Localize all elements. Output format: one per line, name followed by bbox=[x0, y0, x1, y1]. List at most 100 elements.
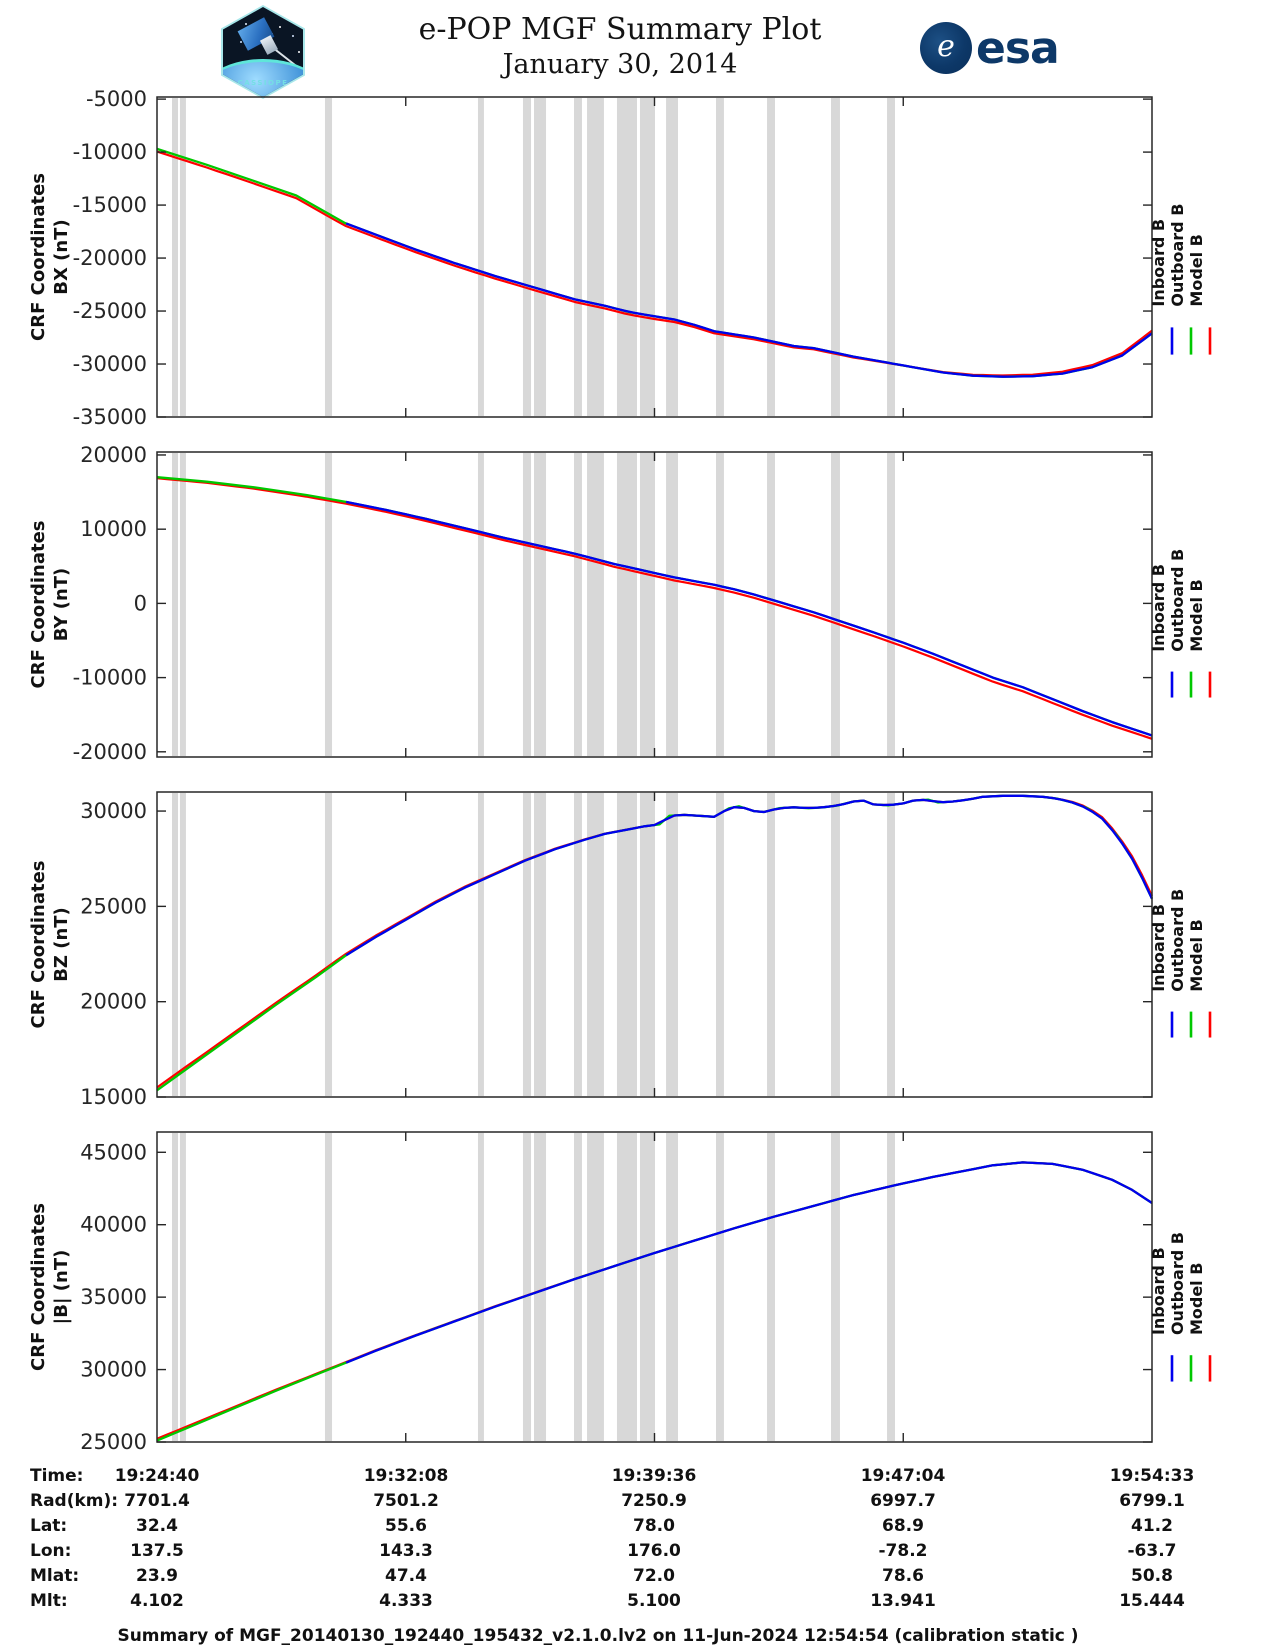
table-cell: 15.444 bbox=[1119, 1591, 1185, 1611]
data-gap-band bbox=[831, 1133, 840, 1441]
data-gap-band bbox=[616, 453, 637, 756]
y-tick-label: 20000 bbox=[80, 443, 147, 467]
data-gap-band bbox=[767, 453, 775, 756]
table-row-label: Mlt: bbox=[30, 1591, 68, 1611]
data-gap-band bbox=[715, 793, 724, 1096]
data-gap-band bbox=[639, 793, 655, 1096]
data-gap-band bbox=[587, 1133, 604, 1441]
table-row: Lat: 32.4 55.6 78.0 68.9 41.2 bbox=[0, 1516, 1275, 1538]
y-tick-label: 30000 bbox=[80, 1358, 147, 1382]
table-row: Mlt: 4.102 4.333 5.100 13.941 15.444 bbox=[0, 1591, 1275, 1613]
table-cell: 4.333 bbox=[379, 1591, 433, 1611]
data-gap-band bbox=[831, 793, 840, 1096]
table-cell: 19:32:08 bbox=[363, 1466, 449, 1486]
summary-plot-figure: -5000 -10000 -15000 -20000 -25000 -30000 -3500… bbox=[28, 87, 1212, 1454]
table-cell: 5.100 bbox=[627, 1591, 681, 1611]
panel-bx: -5000 -10000 -15000 -20000 -25000 -30000 -3500… bbox=[28, 87, 1212, 429]
legend-label-outboard: Outboard B bbox=[1168, 204, 1187, 307]
legend-label-inboard: Inboard B bbox=[1149, 564, 1168, 652]
y-tick-label: -30000 bbox=[73, 352, 147, 376]
table-cell: 6997.7 bbox=[870, 1491, 936, 1511]
y-tick-label: -35000 bbox=[73, 405, 147, 429]
y-tick-label: -10000 bbox=[73, 140, 147, 164]
data-gap-band bbox=[324, 1133, 333, 1441]
y-axis-title: CRF Coordinates bbox=[28, 861, 49, 1029]
data-gap-band bbox=[616, 793, 637, 1096]
y-tick-label: -15000 bbox=[73, 193, 147, 217]
data-gap-band bbox=[522, 98, 532, 416]
table-cell: 23.9 bbox=[136, 1566, 178, 1586]
legend-label-inboard: Inboard B bbox=[1149, 904, 1168, 992]
data-gap-band bbox=[715, 453, 724, 756]
data-gap-band bbox=[574, 98, 582, 416]
table-cell: -63.7 bbox=[1127, 1541, 1177, 1561]
y-tick-label: 25000 bbox=[80, 894, 147, 918]
summary-footer: Summary of MGF_20140130_192440_195432_v2… bbox=[117, 1626, 1079, 1646]
data-gap-band bbox=[534, 453, 547, 756]
data-gap-band bbox=[179, 453, 186, 756]
table-cell: 7701.4 bbox=[124, 1491, 190, 1511]
data-gap-band bbox=[179, 98, 186, 416]
table-cell: 6799.1 bbox=[1119, 1491, 1185, 1511]
data-gap-band bbox=[172, 453, 178, 756]
table-cell: 137.5 bbox=[130, 1541, 184, 1561]
table-cell: 4.102 bbox=[130, 1591, 184, 1611]
data-gap-band bbox=[477, 1133, 484, 1441]
y-axis-title: CRF Coordinates bbox=[28, 1203, 49, 1371]
y-tick-label: 35000 bbox=[80, 1285, 147, 1309]
y-tick-label: 0 bbox=[134, 591, 147, 615]
title-line2: January 30, 2014 bbox=[502, 49, 738, 80]
table-cell: 13.941 bbox=[870, 1591, 936, 1611]
data-gap-band bbox=[179, 793, 186, 1096]
legend-label-outboard: Outboard B bbox=[1168, 1232, 1187, 1335]
data-gap-band bbox=[639, 98, 655, 416]
data-gap-band bbox=[767, 1133, 775, 1441]
y-tick-label: 20000 bbox=[80, 990, 147, 1014]
y-tick-label: 45000 bbox=[80, 1140, 147, 1164]
table-cell: 50.8 bbox=[1131, 1566, 1173, 1586]
panel-bz: 30000 25000 20000 15000 CRF Coordinates BZ (n… bbox=[28, 791, 1212, 1109]
data-gap-band bbox=[887, 793, 895, 1096]
data-gap-band bbox=[616, 1133, 637, 1441]
panel-by: 20000 10000 0 -10000 -20000 CRF Coordinates BY… bbox=[28, 443, 1212, 764]
data-gap-band bbox=[831, 98, 840, 416]
data-gap-band bbox=[324, 453, 333, 756]
data-gap-band bbox=[179, 1133, 186, 1441]
mission-patch: CASSIOPE bbox=[221, 5, 305, 99]
legend-label-inboard: Inboard B bbox=[1149, 1247, 1168, 1335]
table-cell: 41.2 bbox=[1131, 1516, 1173, 1536]
y-axis-title: |B| (nT) bbox=[51, 1250, 72, 1325]
table-row-label: Mlat: bbox=[30, 1566, 80, 1586]
data-gap-band bbox=[887, 98, 895, 416]
data-gap-band bbox=[587, 793, 604, 1096]
table-cell: 55.6 bbox=[385, 1516, 427, 1536]
esa-e-glyph: e bbox=[937, 29, 955, 64]
data-gap-band bbox=[887, 453, 895, 756]
page-title: e-POP MGF Summary Plot January 30, 2014 bbox=[340, 12, 900, 82]
data-gap-band bbox=[172, 98, 178, 416]
data-gap-band bbox=[887, 1133, 895, 1441]
table-cell: 47.4 bbox=[385, 1566, 427, 1586]
y-tick-label: -25000 bbox=[73, 299, 147, 323]
series-inboard-b bbox=[345, 794, 1154, 957]
table-cell: 7250.9 bbox=[621, 1491, 687, 1511]
data-gap-band bbox=[767, 98, 775, 416]
legend-label-outboard: Outboard B bbox=[1168, 889, 1187, 992]
y-tick-label: 25000 bbox=[80, 1430, 147, 1454]
y-axis-title: CRF Coordinates bbox=[28, 521, 49, 689]
y-tick-label: -5000 bbox=[86, 87, 147, 111]
data-gap-band bbox=[534, 98, 547, 416]
data-gap-band bbox=[715, 98, 724, 416]
y-tick-label: 10000 bbox=[80, 517, 147, 541]
y-axis-title: BZ (nT) bbox=[51, 907, 72, 982]
series-inboard-b bbox=[345, 1161, 1153, 1364]
data-gap-band bbox=[477, 793, 484, 1096]
table-cell: 19:24:40 bbox=[114, 1466, 200, 1486]
data-gap-band bbox=[666, 453, 678, 756]
data-gap-band bbox=[477, 98, 484, 416]
table-row: Lon: 137.5 143.3 176.0 -78.2 -63.7 bbox=[0, 1541, 1275, 1563]
y-tick-label: 30000 bbox=[80, 799, 147, 823]
table-cell: 72.0 bbox=[633, 1566, 675, 1586]
series-inboard-b bbox=[345, 222, 1153, 378]
y-tick-label: -20000 bbox=[73, 246, 147, 270]
